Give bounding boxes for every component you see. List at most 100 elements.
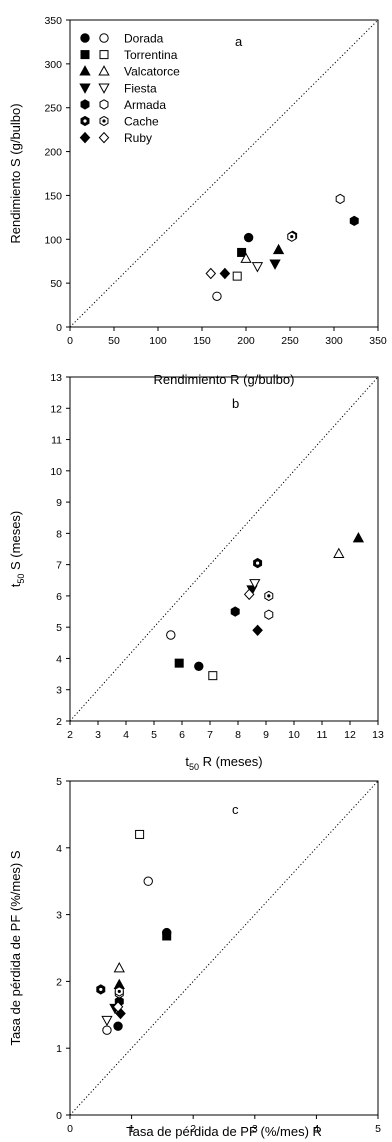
fiesta-open-marker xyxy=(98,83,110,94)
armada-filled-marker xyxy=(230,606,240,617)
legend-label: Valcatorce xyxy=(124,65,180,79)
cache-filled-marker xyxy=(80,115,90,127)
fiesta-filled-marker xyxy=(269,259,281,270)
torrentina-open-marker xyxy=(99,50,109,60)
y-tick-label: 11 xyxy=(51,435,62,447)
dorada-filled-marker xyxy=(113,1021,123,1031)
legend-label: Armada xyxy=(124,98,166,112)
identity-line xyxy=(69,376,379,722)
x-tick-label: 0 xyxy=(67,1123,73,1135)
legend-label: Ruby xyxy=(124,131,152,145)
torrentina-filled-marker xyxy=(174,658,184,668)
dorada-open-marker xyxy=(99,33,109,43)
y-tick-label: 5 xyxy=(56,622,62,634)
x-axis-label: Tasa de pérdida de PF (%/mes) R xyxy=(126,1124,322,1139)
x-tick-label: 5 xyxy=(151,729,157,741)
cache-open-marker xyxy=(99,115,109,127)
x-tick-label: 7 xyxy=(207,729,213,741)
torrentina-filled-marker xyxy=(162,931,172,941)
cache-open-marker xyxy=(264,590,274,602)
x-axis-label: Rendimiento R (g/bulbo) xyxy=(154,372,295,387)
dorada-filled-marker xyxy=(80,33,90,43)
panel-label: a xyxy=(235,34,243,49)
x-tick-label: 0 xyxy=(67,335,73,347)
torrentina-open-marker xyxy=(208,671,218,681)
dorada-open-marker xyxy=(166,630,176,640)
x-tick-label: 12 xyxy=(344,729,356,741)
y-tick-label: 2 xyxy=(56,976,62,988)
x-tick-label: 9 xyxy=(263,729,269,741)
x-tick-label: 350 xyxy=(369,335,387,347)
x-tick-label: 11 xyxy=(317,729,328,741)
y-tick-label: 2 xyxy=(56,716,62,728)
x-tick-label: 4 xyxy=(313,1123,319,1135)
identity-line xyxy=(69,780,379,1116)
y-axis-label: Rendimiento S (g/bulbo) xyxy=(8,103,23,243)
y-tick-label: 0 xyxy=(56,322,62,334)
panel-label: b xyxy=(232,396,239,411)
fiesta-open-marker xyxy=(251,262,264,273)
legend-label: Cache xyxy=(124,115,159,129)
torrentina-open-marker xyxy=(135,829,145,839)
x-tick-label: 8 xyxy=(235,729,241,741)
y-tick-label: 1 xyxy=(56,1043,62,1055)
plot-frame xyxy=(69,376,379,722)
y-tick-label: 10 xyxy=(50,466,62,478)
x-tick-label: 300 xyxy=(325,335,343,347)
ruby-open-marker xyxy=(243,588,255,601)
armada-open-marker xyxy=(99,99,109,110)
torrentina-open-marker xyxy=(232,271,242,281)
y-tick-label: 200 xyxy=(44,147,62,159)
dorada-filled-marker xyxy=(194,661,204,671)
x-tick-label: 13 xyxy=(372,729,384,741)
cache-open-marker xyxy=(114,986,124,997)
x-tick-label: 10 xyxy=(288,729,300,741)
y-tick-label: 3 xyxy=(56,685,62,697)
y-tick-label: 300 xyxy=(44,59,62,71)
armada-open-marker xyxy=(335,193,345,205)
valcatorce-open-marker xyxy=(333,547,345,558)
x-tick-label: 250 xyxy=(281,335,299,347)
armada-open-marker xyxy=(264,609,274,620)
dorada-open-marker xyxy=(212,291,222,301)
data-points xyxy=(205,193,359,301)
x-tick-label: 4 xyxy=(123,729,129,741)
y-tick-label: 3 xyxy=(56,910,62,922)
y-tick-label: 5 xyxy=(56,776,62,788)
x-tick-label: 3 xyxy=(95,729,101,741)
y-tick-label: 12 xyxy=(50,403,62,415)
y-tick-label: 13 xyxy=(50,372,62,384)
ruby-open-marker xyxy=(98,131,110,144)
y-tick-label: 350 xyxy=(44,15,62,27)
y-tick-label: 7 xyxy=(56,560,62,572)
y-tick-label: 6 xyxy=(56,591,62,603)
x-tick-label: 3 xyxy=(252,1123,258,1135)
cache-open-marker xyxy=(287,231,297,242)
y-tick-label: 4 xyxy=(56,843,62,855)
y-tick-label: 9 xyxy=(56,497,62,509)
fiesta-open-marker xyxy=(101,1015,113,1027)
plot-frame xyxy=(69,19,379,328)
legend-label: Torrentina xyxy=(124,48,178,62)
fiesta-filled-marker xyxy=(79,83,91,94)
x-tick-label: 200 xyxy=(237,335,255,347)
plot-frame xyxy=(69,780,379,1116)
y-tick-label: 8 xyxy=(56,528,62,540)
torrentina-filled-marker xyxy=(80,50,90,60)
chart-panel-b: 2 3 4 5 6 7 8 9 10 11 12 13 2 3 4 5 6 7 8 9 10 11 12 13 t50 R (m… xyxy=(8,372,384,772)
chart-panel-a: 0 50 100 150 200 250 300 350 0 50 100 150 200 250 300 3… xyxy=(8,15,387,387)
cache-filled-marker xyxy=(96,984,106,995)
valcatorce-open-marker xyxy=(240,252,252,263)
y-tick-label: 0 xyxy=(56,1110,62,1122)
x-tick-label: 100 xyxy=(149,335,167,347)
x-axis-label: t50 R (meses) xyxy=(185,754,262,772)
dorada-filled-marker xyxy=(243,232,254,243)
cache-filled-marker xyxy=(253,557,263,569)
y-tick-label: 150 xyxy=(44,190,62,202)
dorada-open-marker xyxy=(102,1025,112,1035)
armada-filled-marker xyxy=(349,215,359,227)
torrentina-filled-marker xyxy=(237,247,247,257)
valcatorce-open-marker xyxy=(98,65,110,76)
x-tick-label: 6 xyxy=(179,729,185,741)
